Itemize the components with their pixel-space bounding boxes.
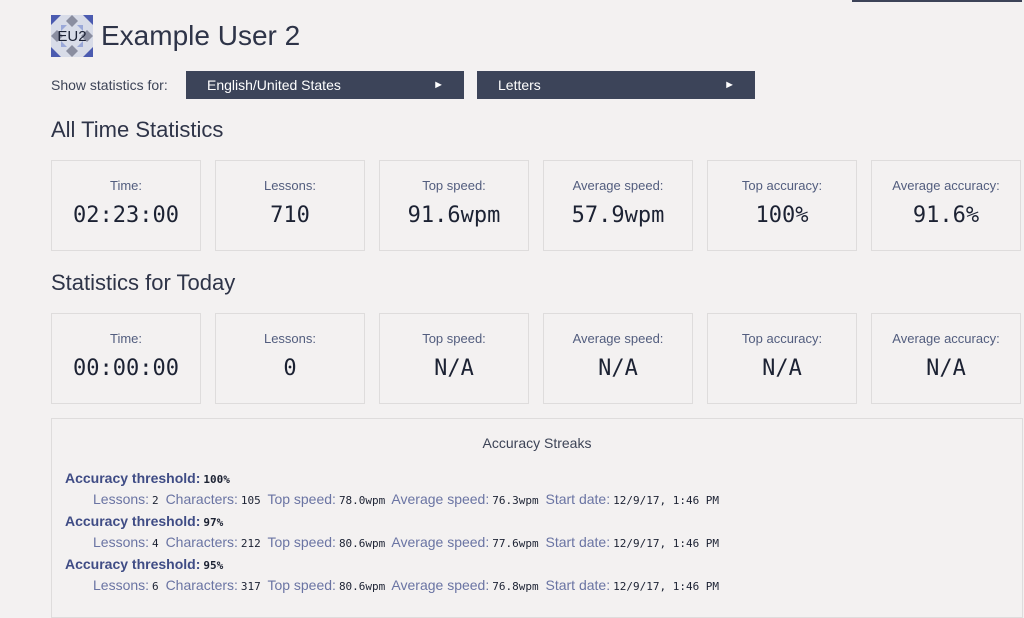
threshold-value: 95% (203, 559, 224, 572)
stat-label: Average speed: (572, 178, 664, 193)
filter-row: Show statistics for: English/United Stat… (51, 71, 755, 99)
start-date-label: Start date: (545, 534, 611, 550)
characters-label: Characters: (165, 534, 238, 550)
streak-threshold: Accuracy threshold: 97% (65, 513, 223, 529)
all-time-title: All Time Statistics (51, 117, 224, 142)
today-title: Statistics for Today (51, 270, 236, 295)
characters-label: Characters: (165, 577, 238, 593)
filter-label: Show statistics for: (51, 77, 168, 93)
stat-card-top-speed: Top speed: 91.6wpm (379, 160, 529, 251)
stat-label: Average accuracy: (892, 178, 1000, 193)
stat-card-time: Time: 00:00:00 (51, 313, 201, 404)
threshold-label: Accuracy threshold: (65, 556, 201, 572)
stat-value: 91.6% (912, 203, 980, 228)
start-date-value: 12/9/17, 1:46 PM (613, 580, 720, 593)
stat-label: Lessons: (263, 331, 317, 346)
top-speed-label: Top speed: (267, 534, 336, 550)
lessons-value: 4 (152, 537, 159, 550)
top-speed-value: 80.6wpm (338, 580, 386, 593)
stat-value: N/A (434, 356, 474, 381)
stat-card-top-accuracy: Top accuracy: N/A (707, 313, 857, 404)
stat-value: 710 (270, 203, 310, 228)
avatar-initials: EU2 (57, 27, 87, 45)
average-speed-value: 76.8wpm (492, 580, 539, 593)
today-cards: Time: 00:00:00 Lessons: 0 Top speed: N/A… (51, 313, 1021, 404)
stat-card-average-speed: Average speed: N/A (543, 313, 693, 404)
lessons-label: Lessons: (93, 491, 150, 507)
average-speed-label: Average speed: (391, 577, 490, 593)
stat-value: N/A (762, 356, 802, 381)
arrow-right-icon: ► (724, 79, 735, 91)
stat-card-time: Time: 02:23:00 (51, 160, 201, 251)
lessons-value: 6 (152, 580, 159, 593)
stat-value: 100% (755, 203, 809, 228)
threshold-value: 97% (203, 516, 224, 529)
threshold-label: Accuracy threshold: (65, 470, 201, 486)
top-speed-value: 78.0wpm (338, 494, 386, 507)
language-select[interactable]: English/United States ► (186, 71, 464, 99)
streak-threshold: Accuracy threshold: 95% (65, 556, 223, 572)
stat-label: Time: (109, 178, 143, 193)
stat-card-lessons: Lessons: 0 (215, 313, 365, 404)
stat-value: 91.6wpm (407, 203, 501, 228)
start-date-label: Start date: (545, 577, 611, 593)
stat-card-lessons: Lessons: 710 (215, 160, 365, 251)
lessons-label: Lessons: (93, 534, 150, 550)
characters-value: 317 (240, 580, 261, 593)
mode-select-value: Letters (498, 77, 541, 93)
start-date-value: 12/9/17, 1:46 PM (613, 537, 720, 550)
stat-label: Top speed: (422, 331, 486, 346)
average-speed-value: 77.6wpm (492, 537, 539, 550)
lessons-label: Lessons: (93, 577, 150, 593)
top-speed-value: 80.6wpm (338, 537, 386, 550)
stat-card-average-accuracy: Average accuracy: N/A (871, 313, 1021, 404)
stat-card-top-speed: Top speed: N/A (379, 313, 529, 404)
stat-label: Average accuracy: (892, 331, 1000, 346)
streak-details: Lessons: 2 Characters: 105 Top speed: 78.0w… (93, 491, 722, 507)
all-time-cards: Time: 02:23:00 Lessons: 710 Top speed: 9… (51, 160, 1021, 251)
average-speed-label: Average speed: (391, 534, 490, 550)
streak-details: Lessons: 6 Characters: 317 Top speed: 80.6w… (93, 577, 722, 593)
accuracy-streaks-panel: Accuracy Streaks Accuracy threshold: 100%… (51, 418, 1023, 618)
average-speed-value: 76.3wpm (492, 494, 539, 507)
streak-details: Lessons: 4 Characters: 212 Top speed: 80.6w… (93, 534, 722, 550)
stat-card-average-accuracy: Average accuracy: 91.6% (871, 160, 1021, 251)
threshold-label: Accuracy threshold: (65, 513, 201, 529)
lessons-value: 2 (152, 494, 159, 507)
threshold-value: 100% (203, 473, 230, 486)
characters-label: Characters: (165, 491, 238, 507)
stat-value: 57.9wpm (571, 203, 665, 228)
average-speed-label: Average speed: (391, 491, 490, 507)
mode-select[interactable]: Letters ► (477, 71, 755, 99)
start-date-label: Start date: (545, 491, 611, 507)
streak-threshold: Accuracy threshold: 100% (65, 470, 230, 486)
characters-value: 212 (240, 537, 261, 550)
characters-value: 105 (240, 494, 261, 507)
streaks-title: Accuracy Streaks (482, 435, 592, 451)
top-speed-label: Top speed: (267, 577, 336, 593)
stat-label: Top accuracy: (741, 178, 823, 193)
stat-value: 00:00:00 (73, 356, 179, 381)
stat-label: Top speed: (422, 178, 486, 193)
user-name: Example User 2 (101, 20, 301, 51)
stat-label: Lessons: (263, 178, 317, 193)
stat-value: 02:23:00 (73, 203, 179, 228)
avatar-pattern-icon (51, 15, 93, 57)
arrow-right-icon: ► (433, 79, 444, 91)
stat-value: N/A (598, 356, 638, 381)
stat-value: 0 (283, 356, 297, 381)
avatar: EU2 (51, 15, 93, 57)
stat-value: N/A (926, 356, 966, 381)
start-date-value: 12/9/17, 1:46 PM (613, 494, 720, 507)
stat-card-top-accuracy: Top accuracy: 100% (707, 160, 857, 251)
profile-header: EU2 Example User 2 (51, 14, 300, 58)
stat-label: Time: (109, 331, 143, 346)
top-speed-label: Top speed: (267, 491, 336, 507)
stat-label: Average speed: (572, 331, 664, 346)
top-edge-bar (852, 0, 1022, 2)
language-select-value: English/United States (207, 77, 341, 93)
stat-label: Top accuracy: (741, 331, 823, 346)
stat-card-average-speed: Average speed: 57.9wpm (543, 160, 693, 251)
